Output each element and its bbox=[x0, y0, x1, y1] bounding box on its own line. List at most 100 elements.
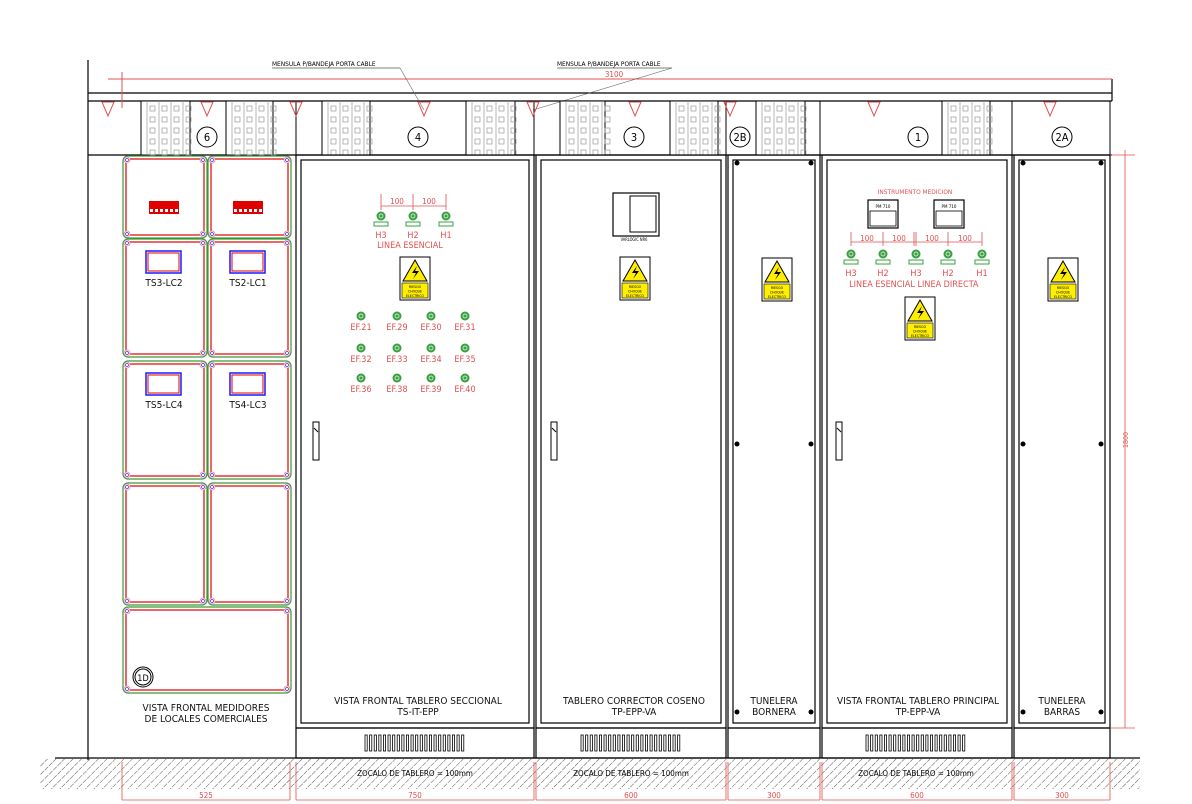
tray-slot bbox=[330, 138, 337, 145]
breaker-pole bbox=[259, 209, 262, 212]
pilot-light-icon bbox=[408, 211, 418, 221]
tray-slot bbox=[330, 116, 337, 123]
meter-cell bbox=[207, 238, 292, 358]
height-dimension-label: 1800 bbox=[1122, 432, 1130, 448]
support-bracket-marker bbox=[1043, 101, 1057, 118]
lightning-bolt-icon bbox=[632, 266, 639, 279]
vent-slot bbox=[658, 734, 662, 752]
tray-slot bbox=[258, 127, 265, 134]
vent-slot bbox=[392, 734, 396, 752]
pilot-light-lens bbox=[848, 251, 854, 257]
cell-outer-frame bbox=[207, 360, 292, 480]
tray-slot bbox=[246, 116, 253, 123]
tray-slot bbox=[568, 105, 575, 112]
meters-cabinet-tag: 1D bbox=[137, 674, 148, 684]
meters-cabinet-subtitle: DE LOCALES COMERCIALES bbox=[145, 714, 268, 725]
pilot-light-lens bbox=[462, 313, 468, 319]
cell-outer-frame bbox=[122, 238, 208, 358]
screw-icon bbox=[283, 230, 291, 238]
pilot-light-lens bbox=[394, 345, 400, 351]
tray-slot bbox=[986, 105, 993, 112]
tray-slot bbox=[498, 138, 505, 145]
cell-inner-frame bbox=[125, 363, 205, 477]
sectional-panel-subtitle: TS-IT-EPP bbox=[396, 707, 439, 718]
tray-slot bbox=[950, 116, 957, 123]
screw-center bbox=[210, 351, 214, 355]
screw-center bbox=[201, 599, 205, 603]
power-meter-label: PM 710 bbox=[942, 204, 957, 210]
cable-tray bbox=[755, 100, 807, 156]
tray-slot bbox=[366, 138, 373, 145]
tray-slot bbox=[498, 127, 505, 134]
screw-icon bbox=[123, 230, 131, 238]
tray-slot bbox=[474, 127, 481, 134]
tray-slot bbox=[354, 138, 361, 145]
tray-slot bbox=[788, 127, 795, 134]
vent-slot bbox=[957, 734, 961, 752]
breaker-pole bbox=[249, 209, 252, 212]
pilot-light-icon bbox=[911, 249, 921, 259]
tray-slot bbox=[580, 116, 587, 123]
breaker-pole bbox=[155, 209, 158, 212]
tray-slot bbox=[604, 105, 611, 112]
barras-tunnel-plinth bbox=[1013, 727, 1111, 759]
feeder-label: EF.21 bbox=[350, 323, 371, 333]
door-handle bbox=[312, 421, 320, 461]
cell-inner-frame bbox=[210, 363, 289, 477]
screw-center bbox=[201, 158, 205, 162]
bornera-tunnel-door bbox=[732, 159, 816, 724]
screw-center bbox=[285, 599, 289, 603]
vent-slot bbox=[668, 734, 672, 752]
feeder-label: EF.30 bbox=[420, 323, 441, 333]
instrument-label: INSTRUMENTO MEDICION bbox=[878, 188, 953, 196]
tray-slot bbox=[246, 149, 253, 156]
tray-slot bbox=[354, 127, 361, 134]
meter-cell bbox=[207, 482, 292, 606]
screw-center bbox=[125, 609, 129, 613]
screw-center bbox=[210, 599, 214, 603]
tray-slot bbox=[161, 138, 168, 145]
screw-icon bbox=[208, 597, 216, 605]
sign-text-line: CHOQUE bbox=[1056, 291, 1070, 295]
vent-slot bbox=[617, 734, 621, 752]
tray-slot bbox=[185, 105, 192, 112]
tray-slot bbox=[702, 138, 709, 145]
feeder-label: EF.36 bbox=[350, 385, 371, 395]
meter-cell bbox=[122, 360, 208, 480]
panel-tag-circle bbox=[729, 126, 751, 148]
door-fastener bbox=[1098, 160, 1104, 166]
power-meter bbox=[867, 199, 899, 229]
pilot-nameplate bbox=[438, 221, 454, 227]
screw-center bbox=[285, 158, 289, 162]
tray-slot bbox=[234, 116, 241, 123]
screw-icon bbox=[208, 471, 216, 479]
vent-slot bbox=[405, 734, 409, 752]
tag-1d-inner bbox=[134, 668, 152, 686]
screw-center bbox=[125, 232, 129, 236]
tray-slot bbox=[510, 105, 517, 112]
tray-slot bbox=[714, 138, 721, 145]
screw-icon bbox=[123, 597, 131, 605]
screw-center bbox=[285, 687, 289, 691]
panel-tag-circle bbox=[907, 126, 929, 148]
power-meter-label: PM 710 bbox=[876, 204, 891, 210]
breaker-bank-icon bbox=[233, 201, 263, 214]
vent-slot bbox=[433, 734, 437, 752]
tray-slot bbox=[149, 105, 156, 112]
breaker-pole bbox=[160, 209, 163, 212]
cable-tray bbox=[941, 100, 993, 156]
pilot-label: H2 bbox=[877, 269, 888, 279]
screw-center bbox=[210, 241, 214, 245]
screw-center bbox=[285, 351, 289, 355]
bottom-dimension-label: 750 bbox=[408, 791, 422, 800]
tray-slot bbox=[580, 138, 587, 145]
screw-center bbox=[125, 241, 129, 245]
tray-slot bbox=[604, 127, 611, 134]
principal-panel-enclosure bbox=[821, 154, 1013, 729]
tray-slot bbox=[678, 105, 685, 112]
vent-slot bbox=[939, 734, 943, 752]
principal-panel-door bbox=[826, 159, 1008, 724]
cable-tray bbox=[559, 100, 611, 156]
cell-inner-frame bbox=[125, 609, 289, 691]
barras-tunnel-door bbox=[1018, 159, 1106, 724]
